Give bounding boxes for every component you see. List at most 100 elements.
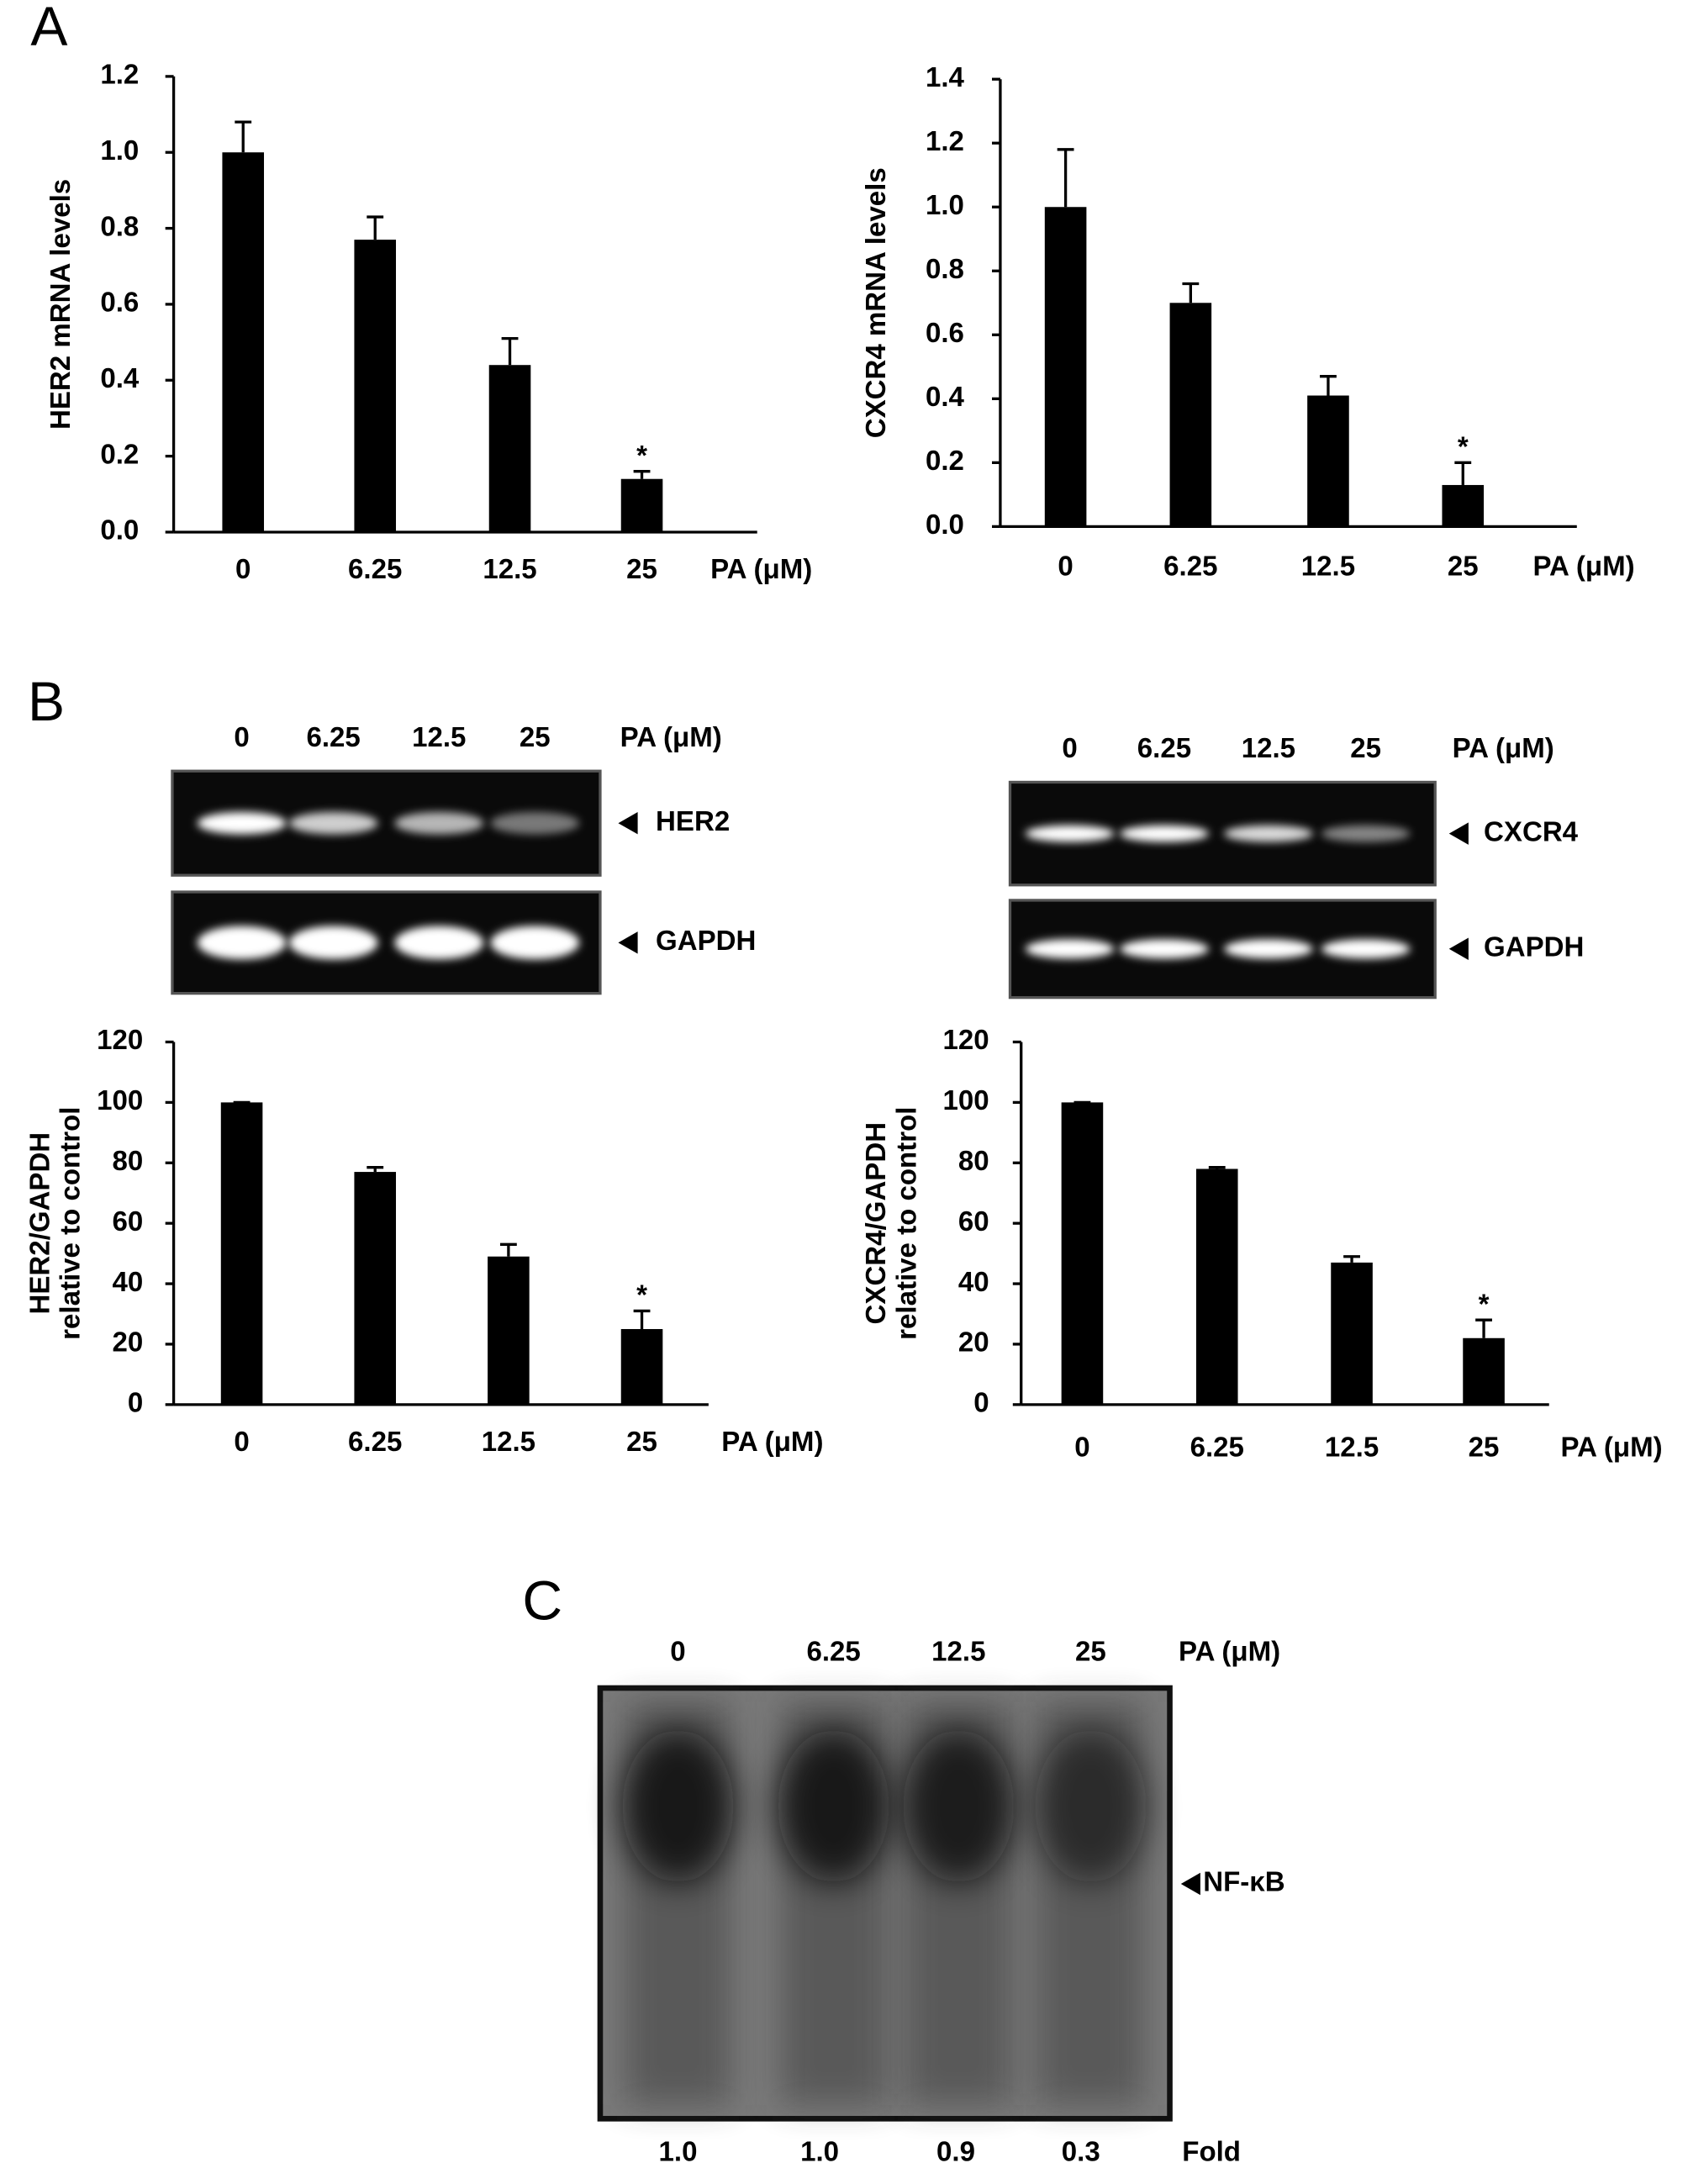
y-tick-label: 100: [97, 1085, 143, 1116]
significance-label: *: [1479, 1289, 1490, 1320]
bar: [1169, 303, 1212, 527]
x-axis-label: PA (μM): [721, 1427, 823, 1458]
y-tick-label: 40: [112, 1267, 143, 1298]
bar: [222, 152, 265, 532]
x-tick-label: 6.25: [1190, 1432, 1244, 1463]
y-tick-label: 0.6: [100, 288, 139, 319]
lanes-title: PA (μM): [1453, 733, 1554, 764]
x-axis-label: PA (μM): [710, 554, 812, 585]
bar: [1044, 207, 1087, 527]
band-label: NF-κB: [1203, 1867, 1284, 1898]
bar: [488, 365, 531, 532]
y-axis-label: HER2/GAPDH: [24, 1132, 55, 1315]
gel-band: [197, 811, 287, 835]
y-tick-label: 0: [973, 1388, 989, 1419]
gel-band: [1224, 825, 1313, 842]
y-tick-label: 0.6: [926, 318, 964, 349]
y-tick-label: 1.0: [926, 190, 964, 221]
arrow: [1448, 937, 1469, 960]
lane-label: 12.5: [412, 722, 466, 753]
bar: [354, 240, 397, 532]
y-tick-label: 80: [112, 1146, 143, 1177]
y-axis-label: relative to control: [55, 1107, 87, 1340]
bar: [1307, 395, 1349, 527]
gel-band: [490, 811, 580, 835]
band-label: GAPDH: [1484, 932, 1584, 963]
y-tick-label: 20: [112, 1327, 143, 1358]
x-tick-label: 0: [234, 1427, 249, 1458]
x-tick-label: 0: [1058, 551, 1073, 583]
x-tick-label: 25: [626, 1427, 657, 1458]
lanes-title: PA (μM): [620, 722, 722, 753]
y-tick-label: 1.2: [100, 60, 139, 91]
gel-band: [1035, 1729, 1147, 1883]
y-tick-label: 20: [958, 1327, 989, 1358]
lane-label: 0: [1062, 733, 1077, 764]
arrow: [1180, 1872, 1200, 1896]
gel-band: [394, 811, 484, 835]
band-label: GAPDH: [656, 926, 756, 957]
lane-label: 6.25: [1137, 733, 1191, 764]
fold-value: 0.9: [936, 2136, 975, 2167]
x-tick-label: 6.25: [348, 1427, 402, 1458]
y-axis-label: relative to control: [892, 1107, 923, 1340]
gel-band: [1224, 939, 1313, 959]
y-tick-label: 80: [958, 1146, 989, 1177]
bar: [620, 1328, 663, 1405]
gel-band: [1120, 939, 1209, 959]
y-tick-label: 0.0: [926, 509, 964, 541]
y-axis-label: CXCR4 mRNA levels: [861, 167, 892, 438]
y-tick-label: 0.8: [926, 254, 964, 285]
y-tick-label: 0.8: [100, 211, 139, 242]
fold-value: 1.0: [800, 2136, 839, 2167]
arrow: [618, 931, 638, 954]
lane-label: 25: [1075, 1636, 1106, 1667]
y-tick-label: 0.4: [100, 363, 140, 394]
panel-label: B: [28, 671, 65, 733]
bar: [1331, 1262, 1373, 1405]
lane-label: 25: [520, 722, 551, 753]
band-label: CXCR4: [1484, 816, 1579, 847]
gel-band: [288, 926, 378, 960]
x-tick-label: 25: [1469, 1432, 1500, 1463]
arrow: [1448, 822, 1469, 845]
y-tick-label: 0.2: [100, 439, 139, 470]
y-tick-label: 0.2: [926, 446, 964, 477]
gel-band: [778, 1729, 889, 1883]
lane-label: 6.25: [806, 1636, 860, 1667]
x-tick-label: 0: [1074, 1432, 1089, 1463]
gel-band: [1025, 939, 1115, 959]
gel-band: [288, 811, 378, 835]
y-tick-label: 100: [943, 1085, 989, 1116]
bar: [488, 1256, 530, 1405]
bar: [1442, 484, 1485, 527]
gel-band: [1321, 825, 1411, 842]
panel-label: C: [522, 1569, 562, 1632]
lane-label: 6.25: [306, 722, 360, 753]
bar: [1463, 1337, 1505, 1405]
x-tick-label: 25: [626, 554, 657, 585]
x-tick-label: 12.5: [482, 1427, 535, 1458]
lane-label: 12.5: [1242, 733, 1295, 764]
bar: [220, 1102, 263, 1405]
y-tick-label: 1.0: [100, 135, 139, 166]
y-tick-label: 1.4: [926, 62, 965, 93]
lane-label: 12.5: [931, 1636, 985, 1667]
x-axis-label: PA (μM): [1532, 551, 1634, 583]
gel-band: [394, 926, 484, 960]
y-axis-label: HER2 mRNA levels: [45, 179, 76, 430]
x-tick-label: 12.5: [1301, 551, 1355, 583]
significance-label: *: [636, 440, 647, 472]
y-tick-label: 120: [943, 1025, 989, 1056]
bar: [620, 478, 663, 532]
bar: [1195, 1168, 1238, 1405]
y-tick-label: 60: [958, 1206, 989, 1237]
lane-label: 0: [234, 722, 249, 753]
x-axis-label: PA (μM): [1561, 1432, 1663, 1463]
y-tick-label: 40: [958, 1267, 989, 1298]
significance-label: *: [636, 1280, 647, 1311]
y-tick-label: 0.4: [926, 382, 965, 413]
y-tick-label: 0.0: [100, 515, 139, 546]
